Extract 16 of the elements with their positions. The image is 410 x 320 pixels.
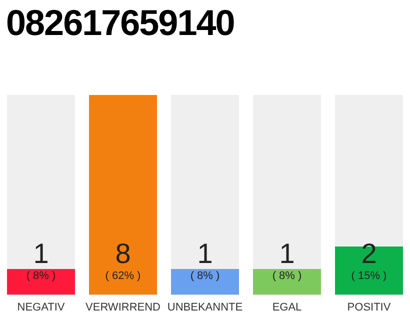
x-tick-label: UNBEKANNTE xyxy=(167,301,243,314)
annotation: 1 xyxy=(197,238,213,269)
data-label: ( 62% ) xyxy=(105,270,141,282)
annotation: 1 xyxy=(279,238,295,269)
x-tick-label: POSITIV xyxy=(347,301,392,314)
annotation: 8 xyxy=(115,238,131,269)
data-label: ( 8% ) xyxy=(26,270,56,282)
x-tick-label: VERWIRREND xyxy=(86,301,161,314)
data-label: ( 8% ) xyxy=(272,270,302,282)
annotation: 2 xyxy=(361,238,377,269)
data-label: ( 15% ) xyxy=(351,270,387,282)
x-tick-label: NEGATIV xyxy=(17,301,66,314)
data-label: ( 8% ) xyxy=(190,270,220,282)
annotation: 1 xyxy=(33,238,49,269)
x-tick-label: EGAL xyxy=(272,301,302,314)
chart-title: 082617659140 xyxy=(6,2,234,44)
